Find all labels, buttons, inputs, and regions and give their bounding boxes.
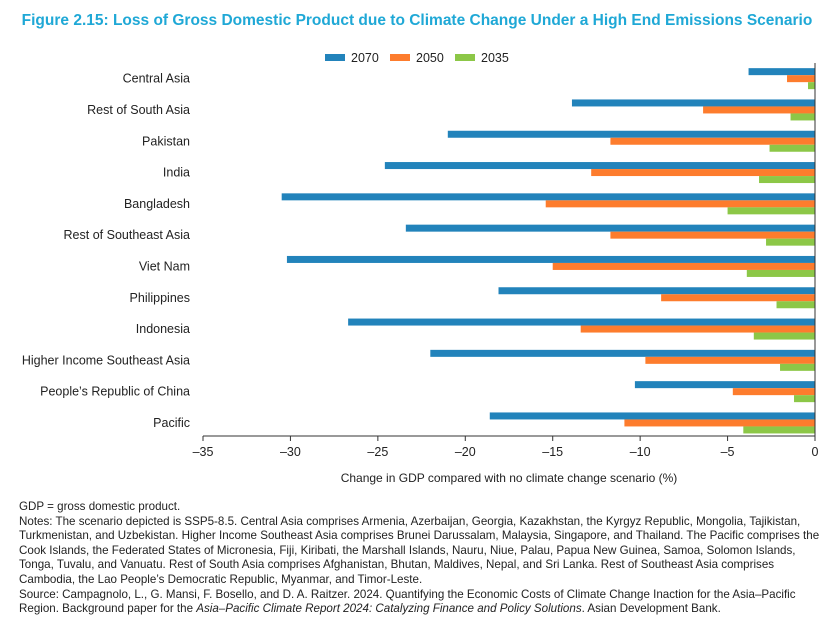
source-post: . Asian Development Bank. <box>581 602 721 616</box>
bar-2035 <box>790 113 815 121</box>
source-title: Asia–Pacific Climate Report 2024: Cataly… <box>196 602 582 616</box>
category-label: Rest of Southeast Asia <box>64 228 191 242</box>
bar-2050 <box>591 169 815 177</box>
bar-chart: 2070 2050 2035 Central Asia Rest of South As… <box>22 51 819 485</box>
bar-2050 <box>552 262 815 270</box>
category-label: Bangladesh <box>124 197 190 211</box>
category-label: People’s Republic of China <box>40 385 190 399</box>
bar-2070 <box>447 130 815 138</box>
category-label: India <box>163 166 190 180</box>
bar-2035 <box>780 363 815 371</box>
category-label: Pacific <box>153 416 190 430</box>
bar-2070 <box>634 381 815 389</box>
bar-2070 <box>489 412 815 420</box>
bar-2035 <box>808 82 815 90</box>
bar-2070 <box>498 287 815 295</box>
bar-2035 <box>794 395 815 403</box>
category-label: Viet Nam <box>139 259 190 273</box>
bar-2035 <box>743 426 815 434</box>
legend-label-2070: 2070 <box>351 51 379 65</box>
x-axis-title: Change in GDP compared with no climate c… <box>341 471 678 485</box>
bar-2050 <box>703 106 815 114</box>
legend-swatch-2035 <box>455 54 475 61</box>
bar-2050 <box>580 325 815 333</box>
bar-2035 <box>766 238 815 246</box>
bar-2070 <box>281 193 816 201</box>
x-tick-label: –20 <box>455 445 476 459</box>
x-tick-label: –35 <box>193 445 214 459</box>
bar-2050 <box>610 231 815 239</box>
x-tick-label: –10 <box>630 445 651 459</box>
bar-2070 <box>748 68 815 76</box>
legend-swatch-2050 <box>390 54 410 61</box>
bar-2050 <box>624 419 815 427</box>
bar-2070 <box>384 162 815 170</box>
bar-2050 <box>661 294 815 302</box>
bar-2050 <box>610 137 815 145</box>
bar-2035 <box>746 269 815 277</box>
category-label: Indonesia <box>136 322 190 336</box>
source-text: Source: Campagnolo, L., G. Mansi, F. Bos… <box>19 588 824 617</box>
abbreviation-note: GDP = gross domestic product. <box>19 500 181 513</box>
legend-swatch-2070 <box>325 54 345 61</box>
x-tick-label: –15 <box>542 445 563 459</box>
bar-2050 <box>732 388 815 396</box>
x-tick-label: –5 <box>721 445 735 459</box>
x-tick-label: –25 <box>367 445 388 459</box>
figure-notes: GDP = gross domestic product. Notes: The… <box>19 500 824 617</box>
source-pre: Source: Campagnolo, L., G. Mansi, F. Bos… <box>19 587 796 616</box>
figure-title: Figure 2.15: Loss of Gross Domestic Prod… <box>21 12 813 29</box>
category-label: Central Asia <box>123 72 190 86</box>
bar-2070 <box>405 224 815 232</box>
category-label: Rest of South Asia <box>87 103 190 117</box>
legend-label-2050: 2050 <box>416 51 444 65</box>
bar-2035 <box>776 301 815 309</box>
bar-2035 <box>769 144 815 152</box>
x-tick-label: 0 <box>812 445 819 459</box>
category-label: Pakistan <box>142 134 190 148</box>
bar-2070 <box>571 99 815 107</box>
bar-2070 <box>286 255 816 263</box>
bar-2035 <box>727 207 815 215</box>
bar-2035 <box>759 176 815 184</box>
bar-2050 <box>545 200 815 208</box>
legend-label-2035: 2035 <box>481 51 509 65</box>
notes-text: Notes: The scenario depicted is SSP5-8.5… <box>19 514 820 586</box>
bar-2070 <box>348 318 815 326</box>
category-label: Philippines <box>130 291 190 305</box>
bar-2050 <box>787 75 815 83</box>
x-tick-label: –30 <box>280 445 301 459</box>
bar-2070 <box>430 349 815 357</box>
bar-2050 <box>645 356 815 364</box>
bar-2035 <box>753 332 815 340</box>
category-label: Higher Income Southeast Asia <box>22 353 190 367</box>
